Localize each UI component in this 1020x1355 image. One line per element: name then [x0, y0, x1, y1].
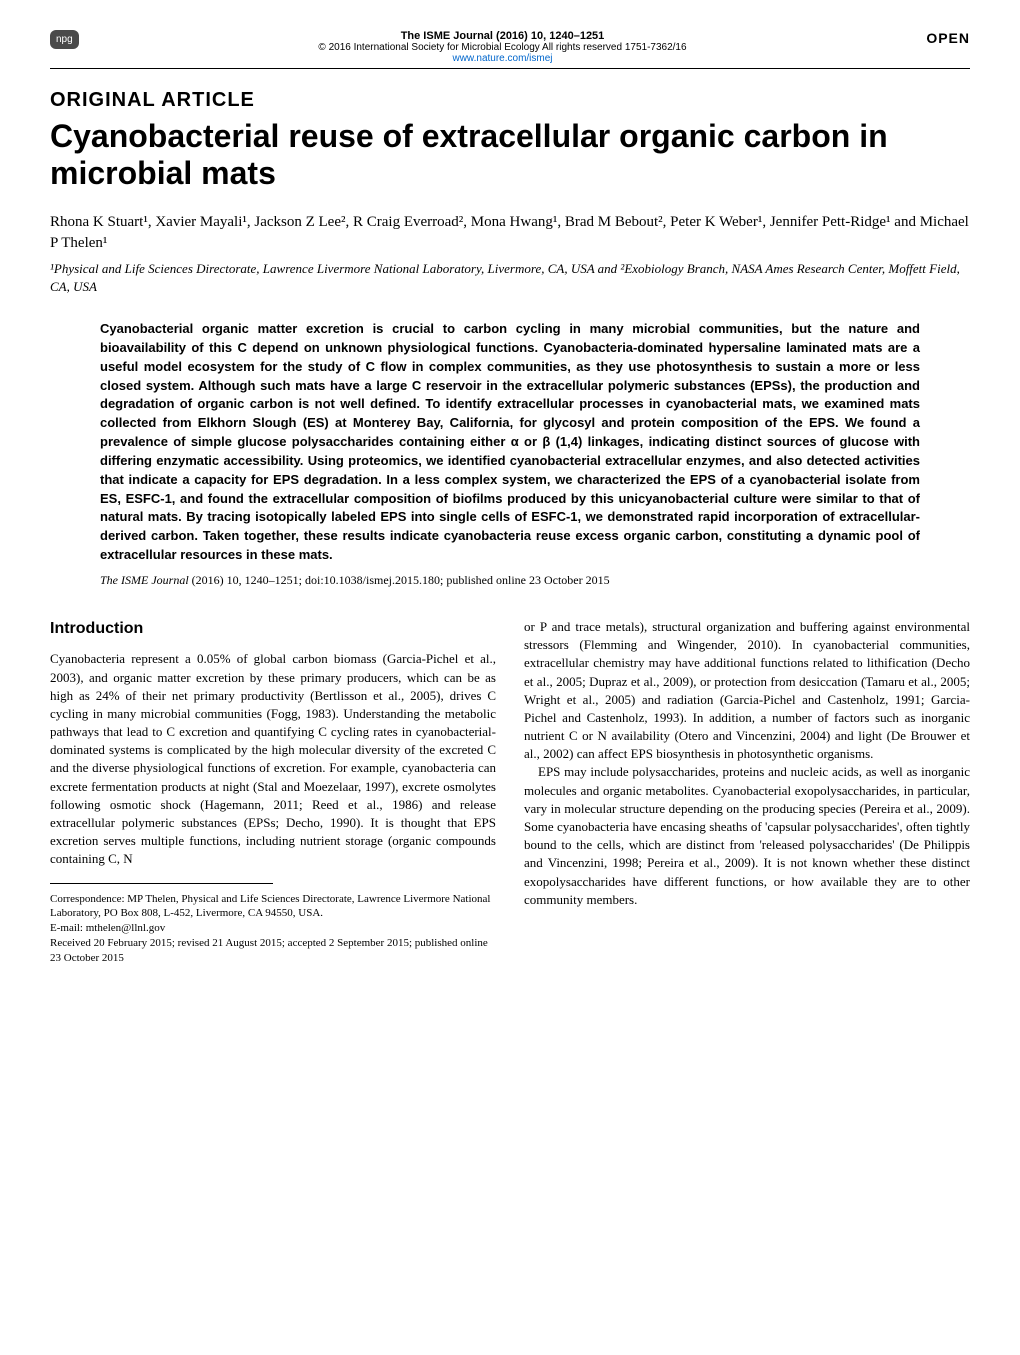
abstract: Cyanobacterial organic matter excretion …: [50, 320, 970, 565]
article-title: Cyanobacterial reuse of extracellular or…: [50, 118, 970, 192]
journal-title-line: The ISME Journal (2016) 10, 1240–1251: [79, 30, 927, 42]
citation-journal: The ISME Journal: [100, 573, 189, 587]
intro-paragraph-1: Cyanobacteria represent a 0.05% of globa…: [50, 650, 496, 868]
journal-info: The ISME Journal (2016) 10, 1240–1251 © …: [79, 30, 927, 64]
received-footnote: Received 20 February 2015; revised 21 Au…: [50, 936, 496, 966]
column-left: Introduction Cyanobacteria represent a 0…: [50, 618, 496, 966]
column-right: or P and trace metals), structural organ…: [524, 618, 970, 966]
footnote-separator: [50, 883, 273, 884]
affiliations: ¹Physical and Life Sciences Directorate,…: [50, 260, 970, 296]
email-footnote[interactable]: E-mail: mthelen@llnl.gov: [50, 921, 496, 936]
author-list: Rhona K Stuart¹, Xavier Mayali¹, Jackson…: [50, 212, 970, 254]
intro-paragraph-1-continued: or P and trace metals), structural organ…: [524, 618, 970, 764]
correspondence-footnote: Correspondence: MP Thelen, Physical and …: [50, 892, 496, 922]
intro-paragraph-2: EPS may include polysaccharides, protein…: [524, 763, 970, 909]
header-bar: npg The ISME Journal (2016) 10, 1240–125…: [50, 30, 970, 69]
article-type: ORIGINAL ARTICLE: [50, 89, 970, 112]
open-access-badge: OPEN: [926, 30, 970, 46]
npg-publisher-badge: npg: [50, 30, 79, 49]
introduction-heading: Introduction: [50, 618, 496, 640]
journal-copyright: © 2016 International Society for Microbi…: [79, 42, 927, 53]
citation-text: (2016) 10, 1240–1251; doi:10.1038/ismej.…: [189, 573, 610, 587]
body-columns: Introduction Cyanobacteria represent a 0…: [50, 618, 970, 966]
citation-line: The ISME Journal (2016) 10, 1240–1251; d…: [50, 573, 970, 588]
journal-url[interactable]: www.nature.com/ismej: [79, 53, 927, 64]
